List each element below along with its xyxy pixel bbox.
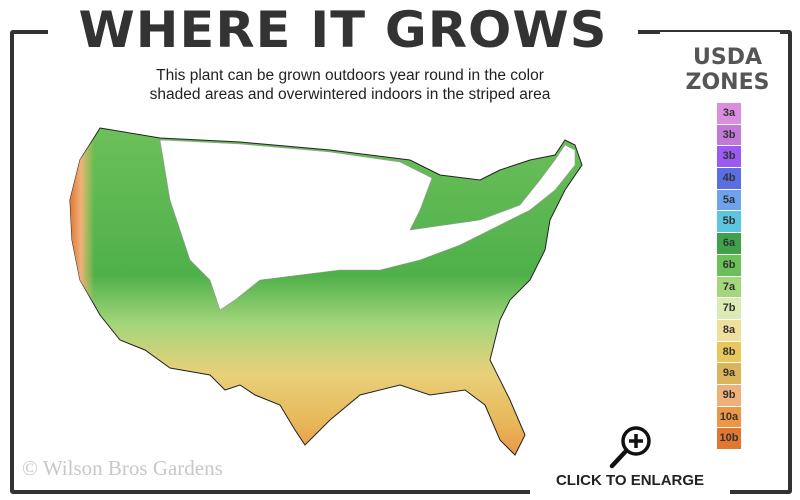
subtitle: This plant can be grown outdoors year ro…	[70, 66, 630, 104]
legend-title: USDA ZONES	[680, 45, 775, 95]
legend-swatch-7a: 7a	[717, 276, 741, 299]
usda-zone-map[interactable]	[60, 120, 620, 465]
title-background	[48, 0, 638, 60]
legend-title-line: USDA	[693, 45, 762, 70]
legend-swatch-10a: 10a	[717, 406, 741, 429]
enlarge-background	[530, 470, 730, 500]
legend-swatch-3a: 3a	[717, 103, 741, 125]
zone-legend: 3a 3b 3b 4b 5a 5b 6a 6b 7a 7b 8a 8b 9a 9b 10a 10b	[717, 103, 741, 450]
page-title: WHERE IT GROWS	[78, 1, 608, 59]
watermark: © Wilson Bros Gardens	[22, 456, 223, 480]
legend-swatch-9b: 9b	[717, 384, 741, 407]
legend-swatch-5b: 5b	[717, 211, 741, 234]
coastal-warm-zone	[70, 128, 180, 368]
legend-swatch-6b: 6b	[717, 254, 741, 277]
legend-swatch-4b: 4b	[717, 168, 741, 190]
legend-title-line: ZONES	[685, 70, 770, 95]
click-to-enlarge-button[interactable]: CLICK TO ENLARGE	[530, 420, 730, 495]
cold-zone-striped	[159, 139, 576, 311]
legend-swatch-7b: 7b	[717, 298, 741, 320]
legend-swatch-8a: 8a	[717, 319, 741, 342]
legend-swatch-6a: 6a	[717, 233, 741, 255]
legend-swatch-8b: 8b	[717, 341, 741, 364]
enlarge-label: CLICK TO ENLARGE	[555, 472, 705, 489]
legend-swatch-3b: 3b	[717, 146, 741, 169]
magnifier-plus-icon	[609, 426, 651, 469]
legend-swatch-5a: 5a	[717, 189, 741, 212]
legend-swatch-10b: 10b	[717, 428, 741, 450]
legend-swatch-3b: 3b	[717, 124, 741, 147]
subtitle-line: shaded areas and overwintered indoors in…	[149, 86, 551, 103]
legend-swatch-9a: 9a	[717, 363, 741, 385]
subtitle-line: This plant can be grown outdoors year ro…	[156, 67, 544, 84]
